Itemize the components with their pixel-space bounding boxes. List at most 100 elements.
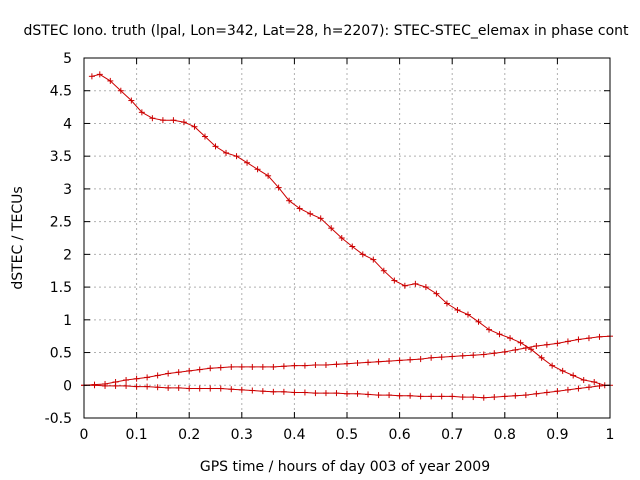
data-point (596, 382, 603, 389)
data-point (307, 210, 314, 217)
data-point (144, 383, 151, 390)
data-point (317, 215, 324, 222)
data-point (454, 307, 461, 313)
data-point (186, 385, 193, 392)
data-point (491, 394, 498, 401)
data-point (165, 384, 172, 391)
data-point (344, 360, 350, 367)
data-point (422, 284, 429, 291)
data-point (554, 340, 561, 347)
data-point (280, 363, 287, 370)
data-point (575, 385, 582, 392)
data-point (291, 362, 298, 369)
data-point (180, 119, 187, 126)
data-point (96, 71, 103, 78)
y-tick-label: 2 (63, 247, 72, 263)
data-point (338, 235, 345, 241)
data-point (249, 363, 256, 370)
y-tick-label: 1.5 (50, 280, 72, 296)
data-point (354, 390, 361, 397)
data-point (522, 344, 529, 351)
data-point (459, 352, 466, 359)
data-point (165, 370, 172, 377)
data-point (438, 393, 445, 400)
data-point (407, 392, 414, 399)
data-point (228, 386, 235, 393)
series-3 (81, 382, 613, 401)
data-point (443, 300, 450, 307)
x-tick-label: 0.5 (336, 427, 358, 443)
data-point (375, 358, 382, 365)
data-point (585, 384, 592, 391)
data-point (133, 375, 140, 382)
data-point (249, 387, 256, 394)
data-point (517, 339, 524, 346)
data-point (543, 389, 550, 396)
data-point (433, 290, 440, 297)
data-point (154, 372, 161, 379)
data-point (480, 351, 487, 358)
data-point (554, 388, 561, 395)
data-point (322, 390, 329, 397)
data-point (133, 383, 140, 390)
x-tick-label: 1 (606, 427, 615, 443)
data-point (375, 392, 382, 399)
data-point (349, 243, 356, 250)
data-point (417, 393, 424, 400)
data-point (265, 172, 272, 179)
data-point (417, 356, 424, 363)
data-point (186, 367, 193, 374)
data-point (449, 393, 456, 400)
data-point (564, 386, 571, 393)
data-point (154, 384, 161, 391)
data-point (380, 267, 387, 274)
data-point (270, 363, 277, 370)
data-point (522, 392, 529, 399)
data-point (275, 184, 282, 191)
data-point (123, 382, 130, 389)
data-point (401, 282, 408, 289)
data-point (354, 360, 361, 367)
data-point (296, 205, 303, 212)
data-point (280, 388, 287, 395)
data-point (259, 388, 266, 395)
data-point (254, 166, 261, 173)
chart-title: dSTEC Iono. truth (lpal, Lon=342, Lat=28… (23, 23, 629, 39)
data-point (270, 388, 277, 395)
data-point (359, 251, 366, 258)
data-point (549, 362, 556, 369)
y-axis: -0.5 0 0.5 1 1.5 2 2.5 3 3.5 4 4.5 5 (45, 51, 610, 427)
data-point (102, 382, 109, 389)
x-tick-label: 0.3 (231, 427, 253, 443)
data-point (291, 389, 298, 396)
data-point (322, 361, 329, 368)
data-point (507, 335, 514, 342)
data-point (475, 318, 482, 325)
data-point (470, 394, 477, 401)
data-point (112, 382, 119, 389)
x-tick-label: 0.7 (441, 427, 463, 443)
data-point (286, 197, 293, 204)
data-point (233, 153, 240, 160)
data-point (170, 117, 177, 124)
data-point (512, 346, 519, 353)
data-point (244, 159, 251, 166)
data-point (301, 389, 308, 396)
data-point (533, 390, 540, 397)
x-tick-label: 0.1 (125, 427, 147, 443)
data-point (312, 390, 319, 397)
data-point (223, 149, 230, 156)
series-1 (88, 71, 608, 389)
data-point (501, 348, 508, 355)
data-point (386, 358, 393, 365)
data-point (259, 363, 266, 370)
data-point (149, 115, 156, 122)
data-point (596, 333, 603, 340)
x-tick-label: 0 (80, 427, 89, 443)
data-point (575, 336, 582, 343)
data-point (570, 372, 577, 379)
x-tick-label: 0.4 (283, 427, 305, 443)
data-point (217, 364, 224, 371)
x-axis-label: GPS time / hours of day 003 of year 2009 (200, 459, 490, 475)
